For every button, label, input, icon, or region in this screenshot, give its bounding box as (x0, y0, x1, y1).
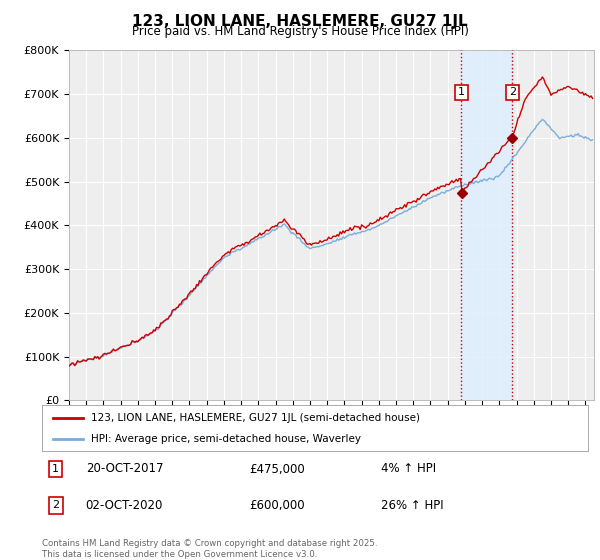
Text: 4% ↑ HPI: 4% ↑ HPI (380, 463, 436, 475)
Text: Price paid vs. HM Land Registry's House Price Index (HPI): Price paid vs. HM Land Registry's House … (131, 25, 469, 38)
Text: £475,000: £475,000 (250, 463, 305, 475)
Text: 26% ↑ HPI: 26% ↑ HPI (380, 499, 443, 512)
Text: 123, LION LANE, HASLEMERE, GU27 1JL: 123, LION LANE, HASLEMERE, GU27 1JL (132, 14, 468, 29)
Text: 02-OCT-2020: 02-OCT-2020 (86, 499, 163, 512)
Text: Contains HM Land Registry data © Crown copyright and database right 2025.
This d: Contains HM Land Registry data © Crown c… (42, 539, 377, 559)
Bar (461, 50, 512, 400)
Text: £600,000: £600,000 (250, 499, 305, 512)
Text: 20-OCT-2017: 20-OCT-2017 (86, 463, 163, 475)
Text: 1: 1 (52, 464, 59, 474)
Text: 2: 2 (52, 501, 59, 510)
Text: 1: 1 (458, 87, 465, 97)
Text: 123, LION LANE, HASLEMERE, GU27 1JL (semi-detached house): 123, LION LANE, HASLEMERE, GU27 1JL (sem… (91, 413, 420, 423)
Text: 2: 2 (509, 87, 516, 97)
Text: HPI: Average price, semi-detached house, Waverley: HPI: Average price, semi-detached house,… (91, 435, 361, 444)
